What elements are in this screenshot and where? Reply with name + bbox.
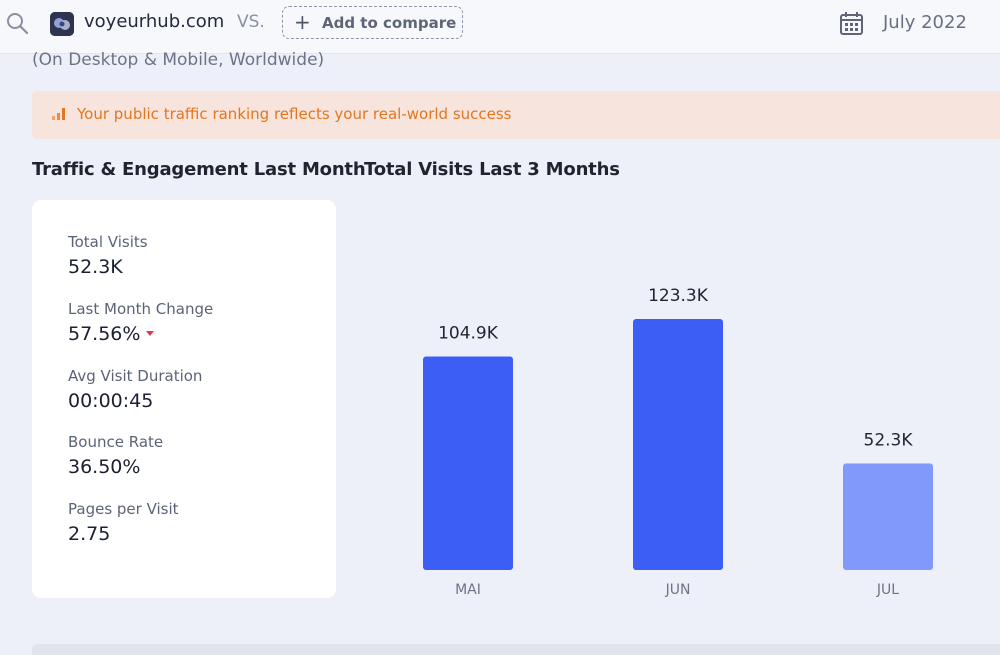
metric-value-wrap: 57.56% (68, 323, 213, 345)
next-section-strip (32, 644, 1000, 655)
banner-text: Your public traffic ranking reflects you… (77, 105, 512, 123)
x-tick-label: JUN (665, 582, 691, 598)
metric-pages-per-visit: Pages per Visit 2.75 (68, 500, 179, 545)
engagement-metrics-card: Total Visits 52.3K Last Month Change 57.… (32, 200, 336, 598)
page-subtitle: (On Desktop & Mobile, Worldwide) (32, 50, 325, 70)
vs-label: VS. (237, 12, 265, 32)
metric-value: 57.56% (68, 323, 141, 345)
top-bar: voyeurhub.com VS. + Add to compare July … (0, 0, 1000, 54)
info-banner[interactable]: Your public traffic ranking reflects you… (32, 91, 1000, 139)
ranking-bars-icon (52, 108, 65, 120)
metric-label: Bounce Rate (68, 433, 164, 451)
metric-label: Avg Visit Duration (68, 367, 203, 385)
metric-avg-visit-duration: Avg Visit Duration 00:00:45 (68, 367, 202, 412)
bar-value-label: 104.9K (438, 323, 499, 343)
metric-total-visits: Total Visits 52.3K (68, 233, 148, 278)
metric-value: 2.75 (68, 523, 111, 545)
trend-down-icon (146, 331, 155, 336)
bar-value-label: 123.3K (648, 286, 709, 306)
calendar-icon[interactable] (839, 11, 864, 36)
metric-bounce-rate: Bounce Rate 36.50% (68, 433, 163, 478)
bar-value-label: 52.3K (864, 431, 914, 451)
metric-label: Total Visits (68, 233, 148, 251)
metric-value: 36.50% (68, 456, 141, 478)
metric-last-month-change: Last Month Change 57.56% (68, 300, 213, 345)
date-selector[interactable]: July 2022 (883, 12, 967, 33)
plus-icon: + (294, 10, 311, 34)
metric-value: 52.3K (68, 256, 123, 278)
add-to-compare-button[interactable]: + Add to compare (282, 6, 463, 39)
site-favicon-icon (50, 12, 74, 36)
traffic-engagement-title: Traffic & Engagement Last Month (32, 159, 366, 180)
bar-mai[interactable] (423, 356, 513, 570)
x-tick-label: JUL (876, 582, 899, 598)
metric-label: Last Month Change (68, 300, 214, 318)
total-visits-chart: 104.9K MAI 123.3K JUN 52.3K JUL (364, 200, 1000, 610)
metric-value: 00:00:45 (68, 390, 154, 412)
total-visits-bar-chart: 104.9K MAI 123.3K JUN 52.3K JUL (423, 286, 933, 598)
site-domain[interactable]: voyeurhub.com (84, 11, 225, 32)
x-tick-label: MAI (455, 582, 481, 598)
search-icon[interactable] (5, 11, 29, 35)
add-to-compare-label: Add to compare (322, 14, 457, 32)
total-visits-chart-title: Total Visits Last 3 Months (364, 159, 620, 180)
bar-jun[interactable] (633, 319, 723, 570)
bar-jul[interactable] (843, 463, 933, 570)
metric-label: Pages per Visit (68, 500, 179, 518)
